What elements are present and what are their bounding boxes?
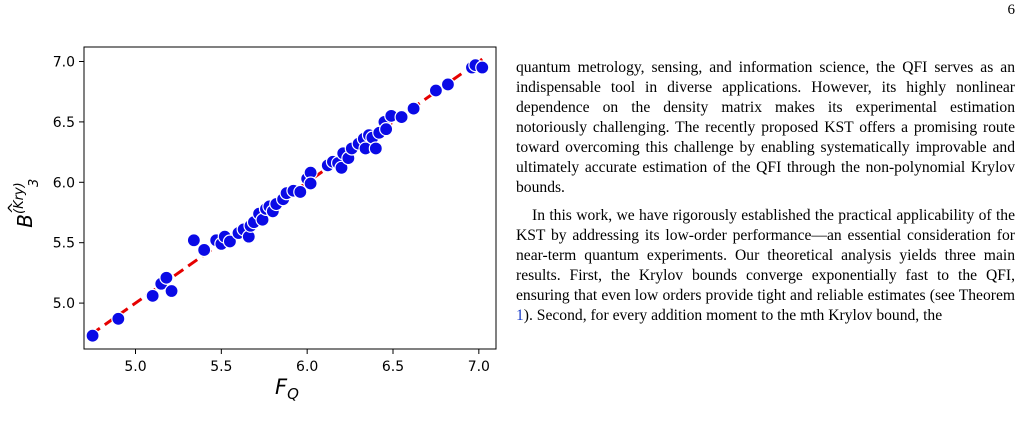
y-axis-label-main: B xyxy=(13,214,37,228)
y-tick-label-3: 6.5 xyxy=(53,115,75,131)
scatter-point-33 xyxy=(334,160,349,175)
scatter-point-1 xyxy=(111,311,126,326)
paragraph-2-part-1: In this work, we have rigorously establi… xyxy=(516,207,1015,304)
y-tick-label-0: 5.0 xyxy=(53,296,75,312)
x-axis-label-main: F xyxy=(275,375,288,399)
scatter-point-42 xyxy=(368,141,383,156)
paragraph-2: In this work, we have rigorously establi… xyxy=(516,206,1015,326)
scatter-point-5 xyxy=(164,283,179,299)
y-axis-label-superscript: (Kry) xyxy=(12,182,27,214)
scatter-point-6 xyxy=(186,233,201,248)
scatter-point-0 xyxy=(85,328,100,343)
paragraph-2-part-2: ). Second, for every addition moment to … xyxy=(523,307,943,324)
scatter-point-29 xyxy=(303,176,318,191)
scatter-point-50 xyxy=(440,77,456,92)
paragraph-1: quantum metrology, sensing, and informat… xyxy=(516,59,1015,196)
y-axis-label-subscript: 3 xyxy=(27,179,42,187)
scatter-point-45 xyxy=(379,122,394,137)
scatter-point-48 xyxy=(406,101,421,116)
scatter-point-47 xyxy=(394,109,409,125)
scatter-point-53 xyxy=(475,60,490,75)
y-tick-label-4: 7.0 xyxy=(53,54,75,70)
scatter-point-49 xyxy=(428,83,444,98)
y-axis-label-text: B(Kry) xyxy=(12,182,37,227)
scatter-point-11 xyxy=(222,234,238,249)
x-tick-label-0: 5.0 xyxy=(124,359,146,375)
theorem-reference-link[interactable]: 1 xyxy=(516,307,524,324)
x-tick-label-2: 6.0 xyxy=(296,359,318,375)
x-tick-label-4: 7.0 xyxy=(468,359,490,375)
page-number: 6 xyxy=(1007,2,1016,18)
x-tick-label-3: 6.5 xyxy=(382,359,404,375)
x-axis-ticks: 5.0 5.5 6.0 6.5 7.0 xyxy=(124,349,490,375)
x-axis-label-subscript: Q xyxy=(287,385,299,403)
y-tick-label-2: 6.0 xyxy=(53,175,75,191)
scatter-point-4 xyxy=(159,270,174,285)
body-text: quantum metrology, sensing, and informat… xyxy=(516,58,1015,434)
plot-area-frame xyxy=(83,46,497,350)
y-axis-label-hat: ^ xyxy=(5,202,23,215)
y-axis-ticks: 5.0 5.5 6.0 6.5 7.0 xyxy=(53,54,84,312)
y-axis-label: ^ B(Kry) 3 xyxy=(5,179,42,228)
scatter-point-26 xyxy=(293,184,308,200)
x-tick-label-1: 5.5 xyxy=(210,359,232,375)
scatter-point-2 xyxy=(145,288,160,303)
scatter-figure: 5.0 5.5 6.0 6.5 7.0 5.0 5.5 6.0 6.5 7.0 FQ ^ B(K… xyxy=(5,46,497,403)
y-tick-label-1: 5.5 xyxy=(53,236,75,252)
scatter-point-7 xyxy=(197,242,212,258)
x-axis-label: FQ xyxy=(275,375,299,403)
points-layer xyxy=(85,58,490,343)
